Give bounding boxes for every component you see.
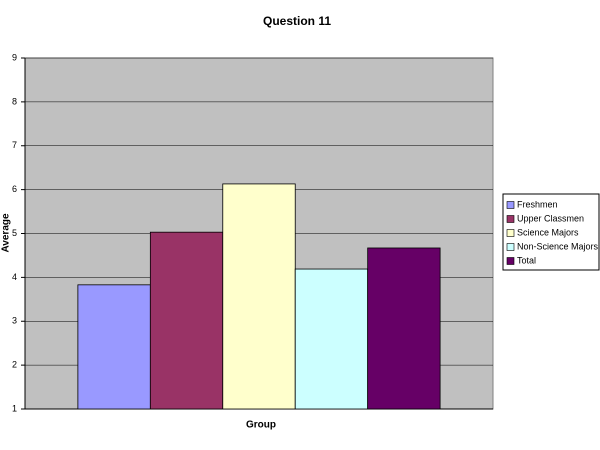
legend-swatch (506, 229, 515, 237)
legend-label: Upper Classmen (517, 213, 584, 223)
y-tick-label: 6 (12, 184, 17, 194)
legend-label: Total (517, 255, 536, 265)
bar (367, 247, 441, 410)
y-tick-label: 4 (12, 272, 17, 282)
y-tick-label: 9 (12, 52, 17, 62)
legend-swatch (506, 243, 515, 251)
legend-swatch (506, 215, 515, 223)
legend-box (502, 193, 600, 271)
bar (294, 268, 369, 410)
bar (77, 284, 151, 410)
y-tick-label: 1 (12, 403, 17, 413)
y-axis-title: Average (1, 213, 12, 253)
chart-title: Question 11 (263, 14, 331, 28)
bar (222, 183, 296, 410)
legend-swatch (506, 257, 515, 265)
legend-label: Science Majors (517, 227, 579, 237)
legend-label: Non-Science Majors (517, 241, 599, 251)
y-tick-label: 8 (12, 96, 17, 106)
bar (149, 231, 224, 410)
y-tick-label: 3 (12, 316, 17, 326)
y-tick-label: 5 (12, 228, 17, 238)
y-tick-label: 7 (12, 140, 17, 150)
legend-swatch (506, 201, 515, 209)
legend: Freshmen Upper Classmen Science Majors Non-… (502, 193, 600, 271)
legend-label: Freshmen (517, 199, 558, 209)
x-axis-title: Group (246, 420, 276, 431)
y-tick-label: 2 (12, 360, 17, 370)
